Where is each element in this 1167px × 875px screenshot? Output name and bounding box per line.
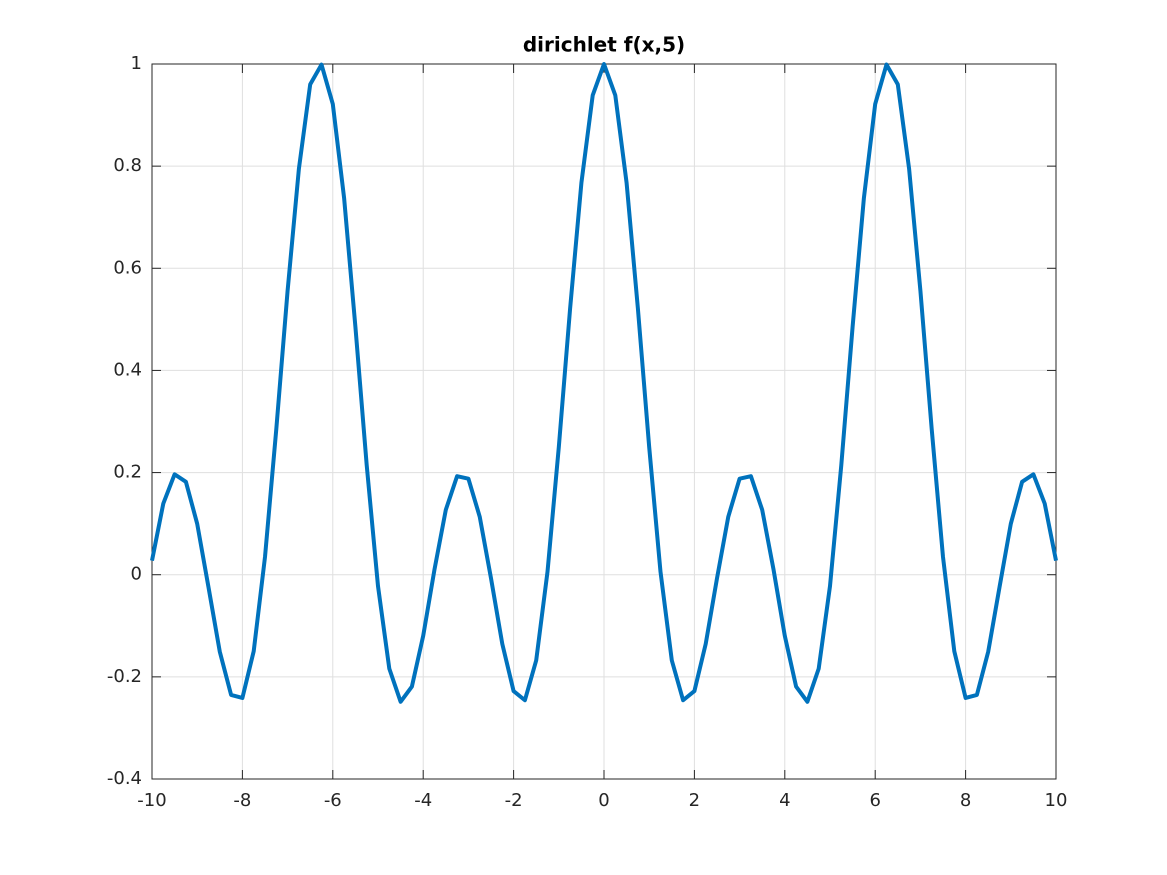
x-tick-label: 4: [779, 790, 790, 811]
x-tick-label: -6: [324, 790, 342, 811]
x-tick-label: 10: [1045, 790, 1068, 811]
chart-title: dirichlet f(x,5): [523, 33, 685, 57]
x-tick-label: 0: [598, 790, 609, 811]
x-tick-label: 2: [689, 790, 700, 811]
y-tick-label: -0.4: [107, 768, 142, 789]
x-tick-label: -10: [137, 790, 166, 811]
x-tick-label: -4: [414, 790, 432, 811]
y-tick-label: 0.2: [113, 462, 142, 483]
y-tick-label: 0.6: [113, 257, 142, 278]
data-line: [150, 62, 1058, 704]
y-tick-label: 0.8: [113, 155, 142, 176]
y-tick-label: 1: [131, 53, 142, 74]
y-tick-label: -0.2: [107, 666, 142, 687]
y-tick-label: 0.4: [113, 359, 142, 380]
x-tick-label: 6: [869, 790, 880, 811]
x-tick-label: 8: [960, 790, 971, 811]
y-tick-label: 0: [131, 564, 142, 585]
x-tick-label: -2: [505, 790, 523, 811]
x-tick-label: -8: [233, 790, 251, 811]
